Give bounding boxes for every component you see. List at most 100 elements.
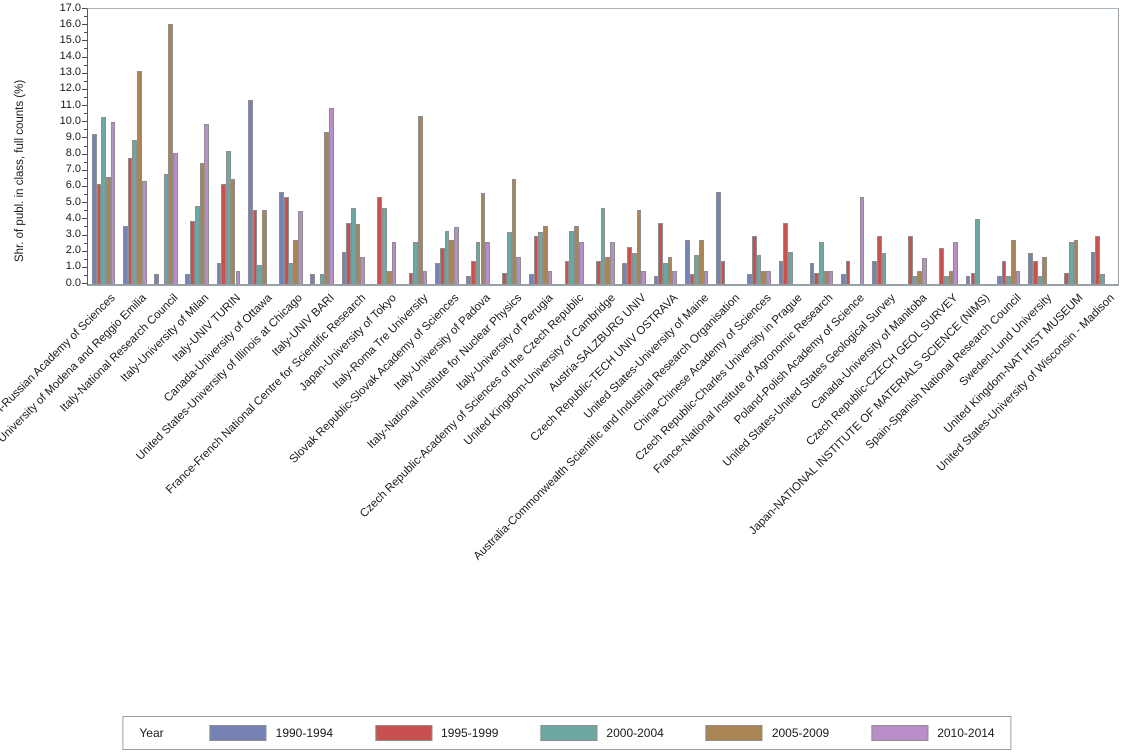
bar: [610, 241, 615, 284]
bar: [872, 261, 877, 284]
bar: [1095, 235, 1101, 284]
y-tick-label: 8.0: [65, 147, 81, 160]
bar: [226, 151, 231, 284]
bar: [672, 271, 678, 284]
y-tick-label: 15.0: [59, 33, 81, 46]
y-tick-label: 12.0: [59, 82, 81, 95]
bar: [689, 274, 695, 284]
bar: [756, 254, 762, 284]
bar: [975, 219, 980, 284]
bar: [439, 248, 445, 284]
y-minor-tick: [84, 97, 87, 98]
y-major-tick: [82, 137, 87, 139]
bar: [123, 225, 128, 284]
y-tick-label: 13.0: [59, 66, 81, 79]
bar: [422, 271, 428, 284]
bar: [716, 191, 721, 284]
y-minor-tick: [84, 113, 87, 115]
y-tick-label: 2.0: [65, 244, 81, 257]
bar: [216, 263, 222, 284]
bar: [787, 251, 793, 284]
bar: [96, 183, 102, 284]
bar: [480, 193, 486, 284]
bar: [91, 133, 97, 284]
y-major-tick: [82, 88, 87, 90]
bar: [386, 271, 392, 284]
legend-label: 2005-2009: [771, 726, 830, 740]
bar: [185, 274, 191, 284]
bar: [953, 241, 959, 284]
y-major-tick: [82, 283, 87, 284]
bar: [221, 183, 227, 284]
y-tick-label: 4.0: [65, 211, 81, 224]
bar: [939, 248, 944, 284]
bar: [542, 225, 548, 284]
y-major-tick: [82, 266, 87, 268]
y-tick-label: 1.0: [65, 260, 81, 273]
y-minor-tick: [84, 258, 87, 260]
bar: [694, 254, 699, 284]
y-minor-tick: [84, 161, 87, 163]
bar: [173, 153, 178, 284]
y-minor-tick: [84, 145, 87, 147]
bar: [747, 274, 752, 284]
bar: [137, 70, 142, 284]
bar: [408, 272, 414, 284]
bar: [444, 230, 450, 284]
bar: [564, 261, 570, 284]
bar: [823, 271, 829, 284]
bar: [653, 275, 659, 284]
bar: [154, 274, 159, 284]
bar: [1100, 274, 1105, 284]
legend-item: 1990-1994: [209, 725, 333, 741]
y-minor-tick: [84, 210, 87, 212]
bar: [684, 240, 690, 284]
legend-item: 2005-2009: [705, 725, 830, 741]
bar: [859, 196, 865, 284]
bar: [324, 131, 330, 284]
bar: [600, 208, 606, 284]
bar: [355, 224, 361, 284]
legend-swatch: [209, 725, 267, 741]
y-axis-title: Shr. of publ. in class, full counts (%): [14, 79, 26, 262]
bar: [917, 271, 923, 284]
y-tick-label: 17.0: [59, 1, 81, 14]
bar: [190, 220, 195, 284]
bar: [279, 191, 284, 284]
y-minor-tick: [84, 177, 87, 179]
bar: [516, 256, 522, 284]
bar: [528, 274, 534, 284]
bar: [475, 241, 481, 284]
legend-swatch: [375, 725, 433, 741]
bar: [1006, 275, 1012, 284]
bar: [235, 271, 241, 284]
bar: [502, 272, 507, 284]
bar: [283, 196, 289, 284]
bar: [703, 271, 709, 284]
bar: [341, 251, 347, 284]
y-minor-tick: [84, 242, 87, 244]
bar: [840, 274, 846, 284]
bar: [319, 274, 325, 284]
legend-swatch: [540, 725, 598, 741]
y-tick-label: 7.0: [65, 163, 81, 176]
bar: [262, 209, 267, 284]
bar: [578, 241, 584, 284]
legend-swatch: [705, 725, 763, 741]
bar: [101, 117, 106, 284]
bar: [814, 272, 820, 284]
bar: [110, 122, 116, 284]
y-major-tick: [82, 169, 87, 171]
y-minor-tick: [84, 274, 87, 276]
bar: [636, 209, 642, 284]
bar: [1001, 261, 1007, 284]
y-minor-tick: [84, 64, 87, 66]
bar: [641, 271, 646, 284]
y-minor-tick: [84, 226, 87, 228]
bar: [413, 241, 419, 284]
bar: [391, 241, 397, 284]
bar: [310, 274, 316, 284]
bar: [346, 222, 351, 284]
bar: [766, 271, 771, 284]
